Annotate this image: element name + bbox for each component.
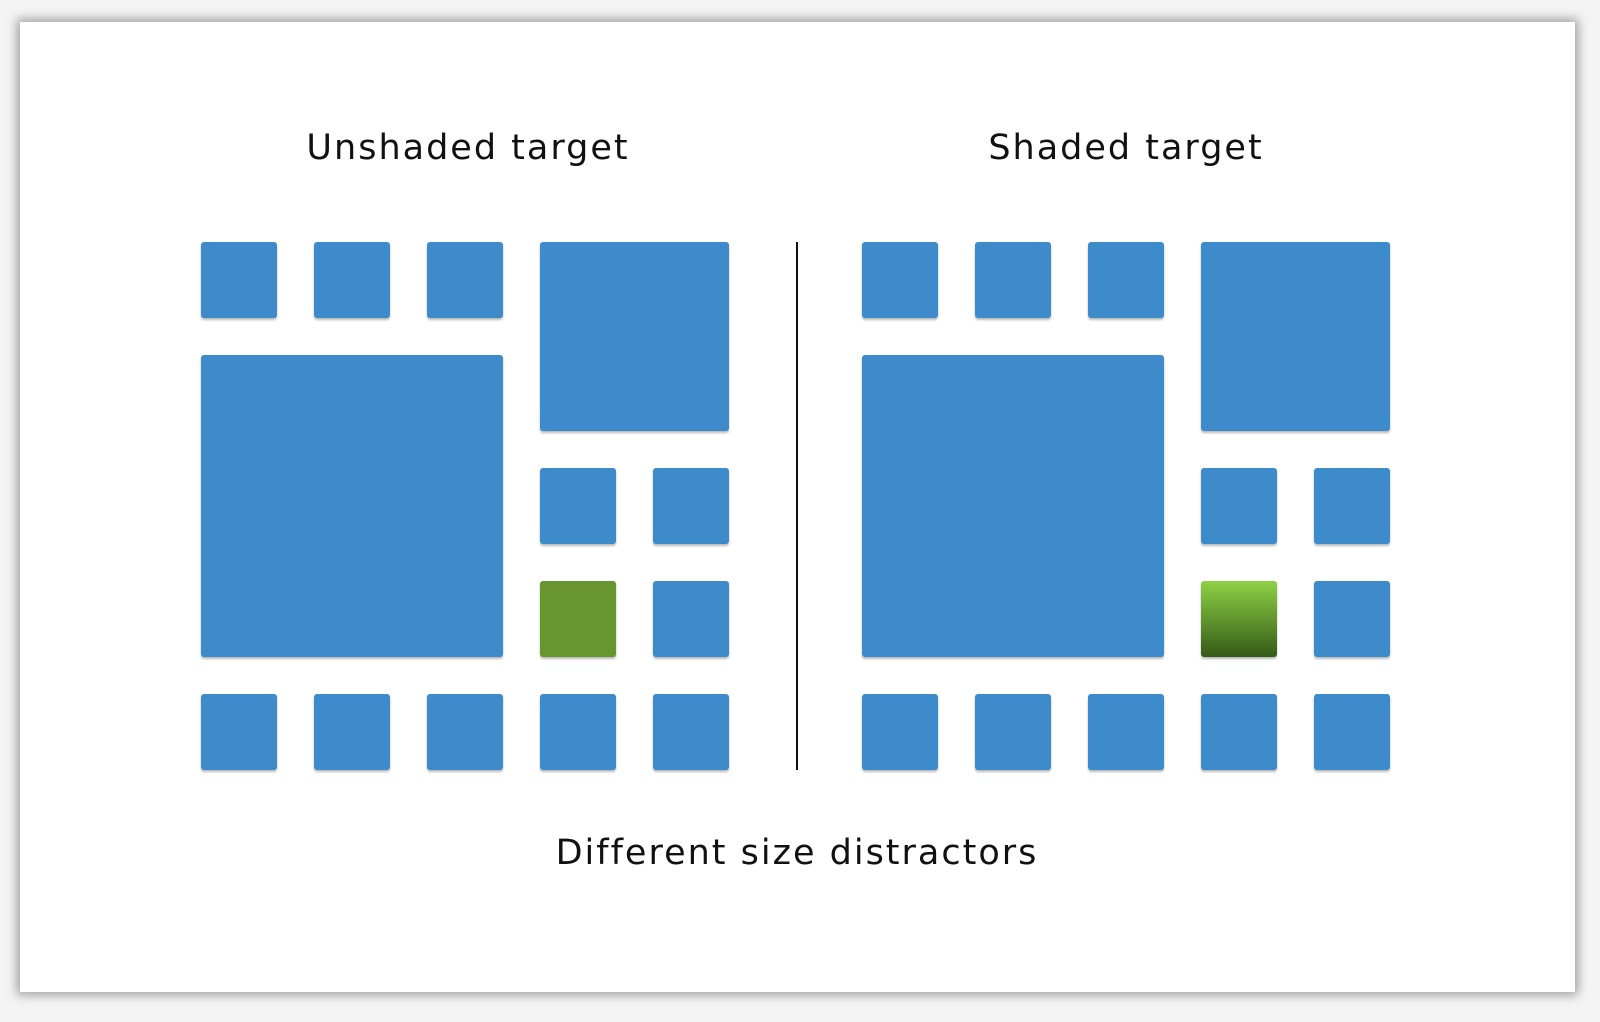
distractor-small-mid-2	[653, 468, 729, 544]
distractor-small-mid-1	[540, 468, 616, 544]
distractor-small-mid-3	[1314, 581, 1390, 657]
distractor-small-bottom-4	[1201, 694, 1277, 770]
distractor-small-top-1	[201, 242, 277, 318]
distractor-medium-top-right	[540, 242, 729, 431]
distractor-small-bottom-3	[427, 694, 503, 770]
distractor-medium-top-right	[1201, 242, 1390, 431]
distractor-small-top-3	[1088, 242, 1164, 318]
distractor-small-bottom-3	[1088, 694, 1164, 770]
distractor-small-bottom-5	[1314, 694, 1390, 770]
distractor-large-left	[201, 355, 503, 657]
distractor-small-top-1	[862, 242, 938, 318]
distractor-small-mid-3	[653, 581, 729, 657]
distractor-small-bottom-5	[653, 694, 729, 770]
panel-divider	[796, 242, 798, 770]
distractor-small-bottom-2	[975, 694, 1051, 770]
distractor-small-bottom-1	[862, 694, 938, 770]
shaded-target-square	[1201, 581, 1277, 657]
distractor-small-bottom-2	[314, 694, 390, 770]
distractor-small-bottom-4	[540, 694, 616, 770]
distractor-small-bottom-1	[201, 694, 277, 770]
distractor-small-top-2	[975, 242, 1051, 318]
unshaded-target-square	[540, 581, 616, 657]
distractor-large-left	[862, 355, 1164, 657]
figure-caption: Different size distractors	[555, 833, 1039, 873]
distractor-small-mid-1	[1201, 468, 1277, 544]
distractor-small-top-3	[427, 242, 503, 318]
distractor-small-mid-2	[1314, 468, 1390, 544]
unshaded-target-title: Unshaded target	[306, 128, 630, 168]
distractor-small-top-2	[314, 242, 390, 318]
shaded-target-title: Shaded target	[988, 128, 1264, 168]
